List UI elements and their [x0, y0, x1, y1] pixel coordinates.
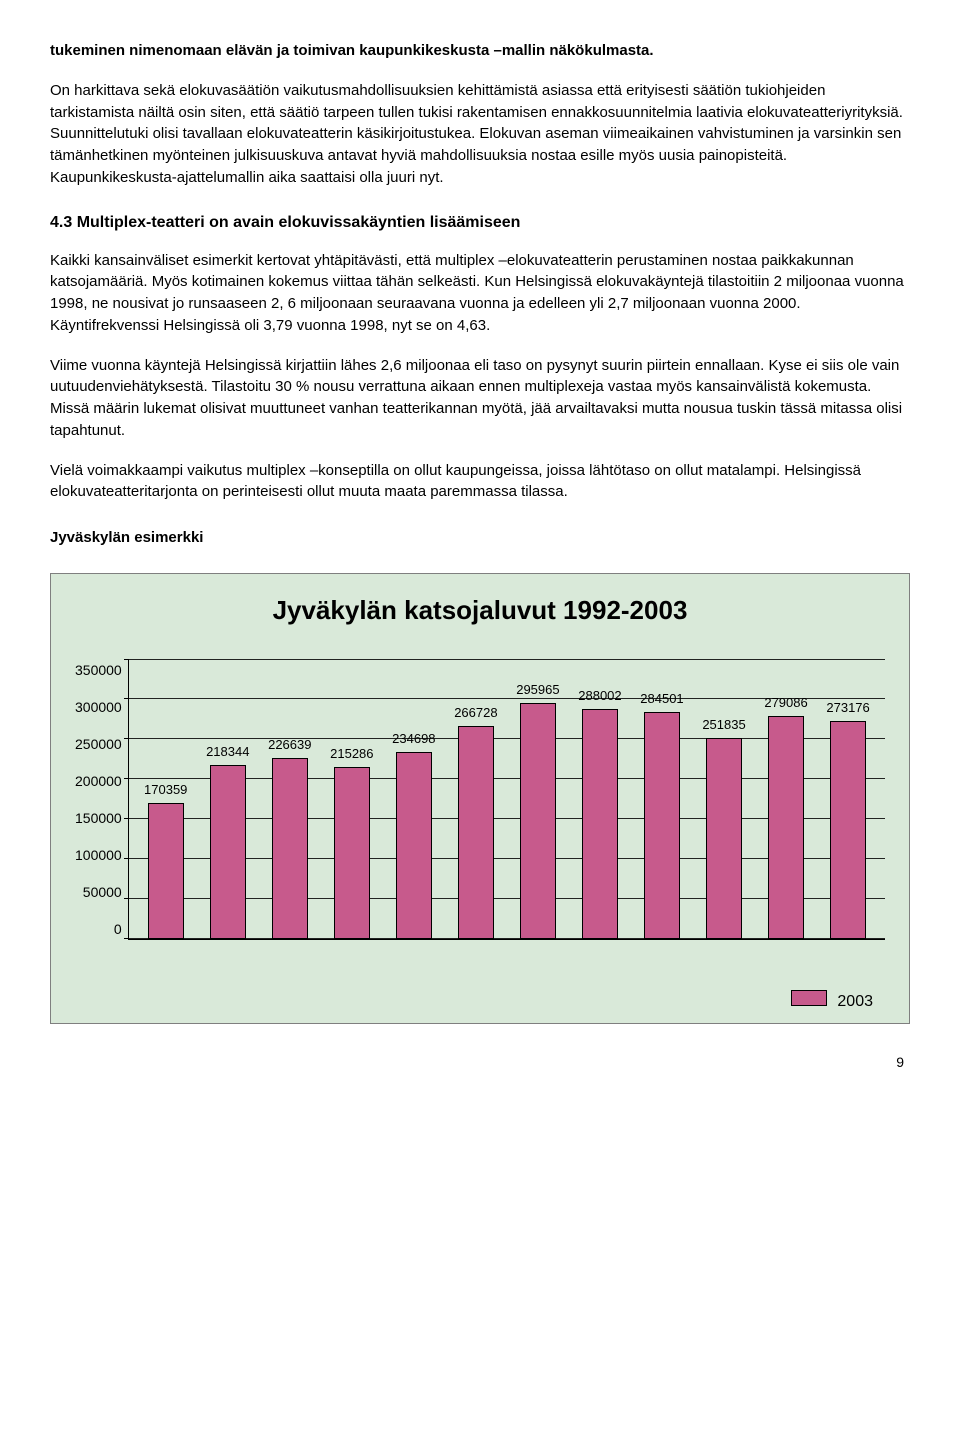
- y-tick: [124, 698, 129, 699]
- y-tick: [124, 858, 129, 859]
- y-tick-label: 0: [114, 919, 122, 939]
- bar: [458, 726, 494, 939]
- bar-value-label: 288002: [578, 687, 621, 706]
- bar-slot: 251835: [693, 660, 755, 939]
- bar: [768, 716, 804, 938]
- y-tick-label: 150000: [75, 808, 122, 828]
- y-tick: [124, 659, 129, 660]
- bar-slot: 273176: [817, 660, 879, 939]
- bar: [148, 803, 184, 939]
- bar-value-label: 284501: [640, 690, 683, 709]
- bar-slot: 170359: [135, 660, 197, 939]
- bar: [334, 767, 370, 939]
- bar-slot: 284501: [631, 660, 693, 939]
- bar: [582, 709, 618, 939]
- paragraph-3: Kaikki kansainväliset esimerkit kertovat…: [50, 250, 910, 337]
- bar-slot: 234698: [383, 660, 445, 939]
- bar-value-label: 218344: [206, 743, 249, 762]
- y-tick-label: 250000: [75, 734, 122, 754]
- y-tick: [124, 898, 129, 899]
- bar-value-label: 295965: [516, 681, 559, 700]
- chart-title: Jyväkylän katsojaluvut 1992-2003: [75, 592, 885, 630]
- legend-label: 2003: [837, 990, 873, 1013]
- section-heading-4-3: 4.3 Multiplex-teatteri on avain elokuvis…: [50, 211, 910, 234]
- bar-value-label: 266728: [454, 704, 497, 723]
- paragraph-4: Viime vuonna käyntejä Helsingissä kirjat…: [50, 355, 910, 442]
- attendance-chart: Jyväkylän katsojaluvut 1992-2003 3500003…: [50, 573, 910, 1024]
- bar-value-label: 279086: [764, 694, 807, 713]
- bar-value-label: 251835: [702, 716, 745, 735]
- y-tick-label: 100000: [75, 845, 122, 865]
- y-tick-label: 200000: [75, 771, 122, 791]
- paragraph-5: Vielä voimakkaampi vaikutus multiplex –k…: [50, 460, 910, 504]
- plot-area: 170359 218344 226639 215286 234698 266728 2959…: [128, 660, 885, 940]
- bar: [210, 765, 246, 939]
- y-tick-label: 300000: [75, 697, 122, 717]
- bar-slot: 288002: [569, 660, 631, 939]
- bar: [520, 703, 556, 939]
- bar-value-label: 234698: [392, 730, 435, 749]
- bar-value-label: 215286: [330, 745, 373, 764]
- bar: [272, 758, 308, 939]
- bar: [644, 712, 680, 939]
- bar-slot: 218344: [197, 660, 259, 939]
- bar-slot: 279086: [755, 660, 817, 939]
- intro-fragment: tukeminen nimenomaan elävän ja toimivan …: [50, 40, 910, 62]
- y-tick: [124, 778, 129, 779]
- y-tick: [124, 938, 129, 939]
- bar-slot: 215286: [321, 660, 383, 939]
- example-label: Jyväskylän esimerkki: [50, 527, 910, 549]
- bar: [396, 752, 432, 939]
- y-tick-label: 50000: [83, 882, 122, 902]
- y-tick: [124, 738, 129, 739]
- y-axis: 350000 300000 250000 200000 150000 100000 5000…: [75, 660, 128, 940]
- bar-slot: 266728: [445, 660, 507, 939]
- bar: [830, 721, 866, 939]
- bar: [706, 738, 742, 939]
- y-tick-label: 350000: [75, 660, 122, 680]
- paragraph-2: On harkittava sekä elokuvasäätiön vaikut…: [50, 80, 910, 189]
- bar-value-label: 273176: [826, 699, 869, 718]
- bar-value-label: 226639: [268, 736, 311, 755]
- chart-body: 350000 300000 250000 200000 150000 100000 5000…: [75, 660, 885, 970]
- y-tick: [124, 818, 129, 819]
- page-number: 9: [50, 1052, 910, 1072]
- chart-legend: 2003: [75, 990, 885, 1013]
- bar-slot: 295965: [507, 660, 569, 939]
- bar-value-label: 170359: [144, 781, 187, 800]
- legend-swatch: [791, 990, 827, 1006]
- bar-slot: 226639: [259, 660, 321, 939]
